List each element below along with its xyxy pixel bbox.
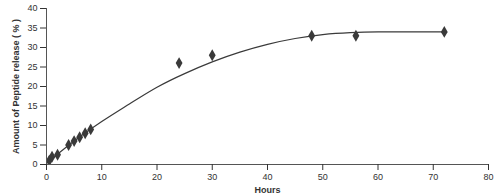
svg-text:70: 70: [428, 172, 438, 182]
svg-text:5: 5: [32, 140, 37, 150]
svg-text:60: 60: [373, 172, 383, 182]
svg-text:15: 15: [27, 101, 37, 111]
svg-text:10: 10: [27, 120, 37, 130]
svg-text:30: 30: [207, 172, 217, 182]
svg-text:Amount of Peptide release ( %: Amount of Peptide release ( % ): [11, 19, 21, 154]
svg-text:10: 10: [97, 172, 107, 182]
svg-text:40: 40: [27, 3, 37, 13]
svg-text:50: 50: [318, 172, 328, 182]
svg-text:20: 20: [152, 172, 162, 182]
svg-text:20: 20: [27, 81, 37, 91]
svg-text:35: 35: [27, 23, 37, 33]
svg-text:0: 0: [32, 159, 37, 169]
svg-text:0: 0: [44, 172, 49, 182]
svg-text:80: 80: [483, 172, 493, 182]
svg-text:30: 30: [27, 42, 37, 52]
svg-text:40: 40: [262, 172, 272, 182]
svg-text:25: 25: [27, 62, 37, 72]
svg-text:Hours: Hours: [254, 185, 280, 195]
